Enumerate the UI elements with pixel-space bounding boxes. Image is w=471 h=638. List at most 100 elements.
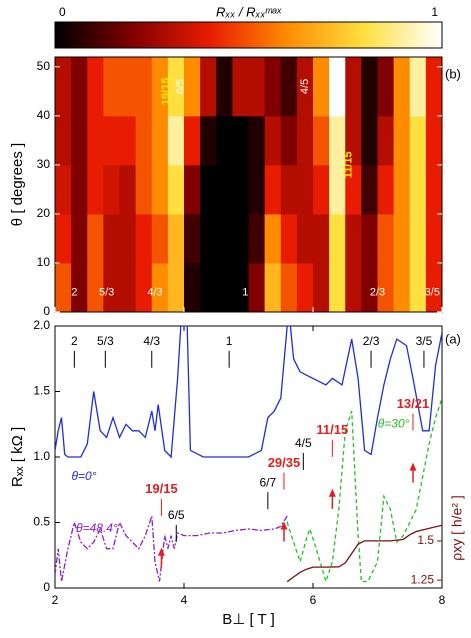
heatmap-cell [55,262,72,313]
heatmap-cell [393,164,411,215]
heatmap-cell [200,164,217,215]
heatmap-cell [151,115,169,166]
heatmap-cell [87,164,104,215]
y2-tick-label: 1.5 [417,533,434,547]
heatmap-cell [232,57,249,117]
fraction-label: 6/7 [260,475,277,489]
y-axis-label: θ [ degrees ] [9,143,26,226]
heatmap-cell [200,262,217,313]
heatmap-cell [264,164,282,215]
x-tick-label: 6 [310,593,317,607]
fraction-label: 11/15 [316,422,348,437]
arrow-head [409,462,417,471]
heatmap-cell [184,57,201,117]
heatmap-cell [55,57,72,117]
heatmap-cell [264,57,282,117]
heatmap-cell [135,115,153,166]
heatmap-label: 11/15 [342,151,354,178]
heatmap-cell [248,57,266,117]
heatmap-cell [71,262,88,313]
heatmap-cell [55,164,72,215]
heatmap-cell [151,164,169,215]
heatmap-cell [248,213,266,264]
fraction-label: 3/5 [416,334,433,348]
panel-label: (a) [445,331,461,346]
heatmap-cell [393,57,411,117]
colorbar-tick-label: 0 [59,5,66,19]
heatmap-cell [167,213,185,264]
heatmap-label: 1 [242,286,248,298]
heatmap-cell [313,115,330,166]
colorbar-tick-label: 1 [431,5,438,19]
heatmap-cell [216,164,233,215]
y2-axis-label: ρxy [ h/e² ] [449,495,465,561]
heatmap-cell [200,57,217,117]
fraction-label: 6/5 [168,508,185,522]
heatmap-cell [393,262,411,313]
heatmap-cell [200,213,217,264]
y-tick-label: 40 [37,108,51,122]
x-tick-label: 4 [181,593,188,607]
heatmap-cell [264,262,282,313]
arrow-head [328,488,336,497]
heatmap-cell [232,213,249,264]
heatmap-cell [425,57,443,117]
heatmap-cell [425,262,443,313]
heatmap-cell [296,262,314,313]
heatmap-cell [377,262,395,313]
heatmap-cell [345,57,362,117]
series-label: θ=48.4° [76,521,118,535]
heatmap-cell [313,57,330,117]
y-tick-label: 1.0 [33,449,50,463]
heatmap-cell [151,57,169,117]
series-label: θ=0° [72,469,97,483]
heatmap-cell [103,115,120,166]
heatmap-cell [248,164,266,215]
heatmap-label: 6/5 [175,79,187,94]
heatmap-cell [425,213,443,264]
line-series [55,515,288,582]
heatmap-cell [345,115,362,166]
line-series [283,397,442,584]
heatmap-cell [377,213,395,264]
line-series [55,326,442,459]
heatmap-cell [280,213,298,264]
heatmap-cell [232,262,249,313]
heatmap-cell [135,262,153,313]
heatmap-label: 4/3 [147,286,162,298]
heatmap-cell [216,115,233,166]
heatmap-cell [296,164,314,215]
line-series [286,524,442,583]
heatmap-cell [135,164,153,215]
heatmap-cell [377,115,395,166]
y-axis-label: Rₓₓ [ kΩ ] [9,427,26,487]
heatmap-cell [119,164,137,215]
heatmap-cell [248,115,266,166]
fraction-label: 2/3 [363,334,380,348]
series-label: θ=30° [378,416,410,430]
heatmap-cell [167,164,185,215]
heatmap-cell [167,262,185,313]
heatmap-cell [71,115,88,166]
heatmap-cell [296,213,314,264]
heatmap-cell [280,115,298,166]
heatmap-cell [119,213,137,264]
y-tick-label: 2.0 [33,318,50,332]
heatmap-cell [103,164,120,215]
heatmap-cell [280,262,298,313]
heatmap-cell [184,164,201,215]
heatmap-cell [264,115,282,166]
heatmap-cell [409,262,427,313]
heatmap-cell [296,57,314,117]
heatmap-cell [409,57,427,117]
heatmap-label: 4/5 [299,79,311,94]
heatmap-cell [313,164,330,215]
heatmap-cell [345,213,362,264]
heatmap-cell [103,57,120,117]
heatmap-cell [184,213,201,264]
heatmap-cell [361,262,378,313]
arrow-head [157,547,165,556]
heatmap-cell [361,164,378,215]
y-tick-label: 50 [37,59,51,73]
